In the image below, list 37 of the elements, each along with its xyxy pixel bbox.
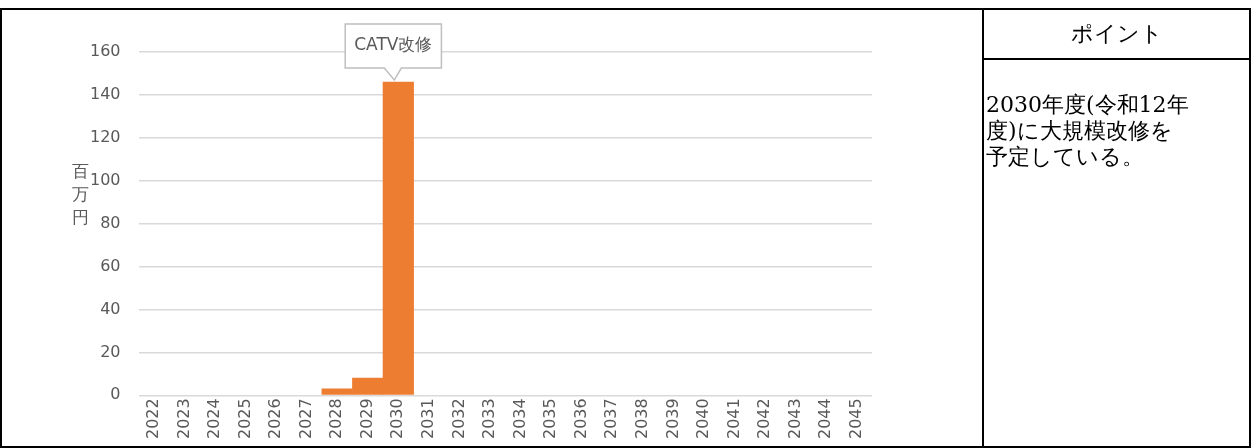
x-tick-label: 2023 bbox=[173, 398, 193, 439]
x-tick-label: 2045 bbox=[845, 398, 865, 439]
annotation: CATV改修 bbox=[354, 34, 433, 55]
x-tick-label: 2043 bbox=[784, 398, 804, 439]
text: 2030年度(令和12年度)に大規模改修を予定している。 bbox=[985, 91, 1190, 170]
x-tick-label: 2035 bbox=[540, 398, 560, 439]
x-tick-label: 2025 bbox=[234, 398, 254, 439]
x-tick-label: 2036 bbox=[570, 398, 590, 439]
x-tick-label: 2037 bbox=[601, 398, 621, 439]
y-tick-label: 20 bbox=[100, 341, 121, 361]
y-tick-label: 40 bbox=[100, 298, 121, 318]
x-tick-label: 2028 bbox=[326, 398, 346, 439]
y-tick-label: 80 bbox=[100, 212, 121, 232]
x-tick-label: 2038 bbox=[631, 398, 651, 439]
y-tick-label: 0 bbox=[110, 384, 121, 404]
x-tick-label: 2039 bbox=[662, 398, 682, 439]
x-tick-label: 2030 bbox=[387, 398, 407, 439]
x-tick-label: 2041 bbox=[723, 398, 743, 439]
x-tick-label: 2026 bbox=[265, 398, 285, 439]
y-tick-label: 60 bbox=[100, 255, 121, 275]
y-tick-label: 120 bbox=[89, 126, 121, 146]
x-tick-label: 2033 bbox=[479, 398, 499, 439]
x-tick-label: 2040 bbox=[693, 398, 713, 439]
y-tick-label: 140 bbox=[89, 84, 121, 104]
x-tick-label: 2031 bbox=[418, 398, 438, 439]
x-tick-label: 2034 bbox=[509, 398, 529, 439]
x-tick-label: 2029 bbox=[356, 398, 376, 439]
x-tick-label: 2032 bbox=[448, 398, 468, 439]
y-tick-label: 100 bbox=[89, 169, 121, 189]
text: ポイント bbox=[984, 10, 1249, 60]
x-tick-label: 2044 bbox=[815, 398, 835, 439]
x-tick-label: 2027 bbox=[295, 398, 315, 439]
x-tick-label: 2024 bbox=[204, 398, 224, 439]
x-tick-label: 2022 bbox=[142, 398, 162, 439]
y-axis-title: 百万円 bbox=[72, 160, 90, 229]
x-tick-label: 2042 bbox=[754, 398, 774, 439]
y-tick-label: 160 bbox=[89, 41, 121, 61]
